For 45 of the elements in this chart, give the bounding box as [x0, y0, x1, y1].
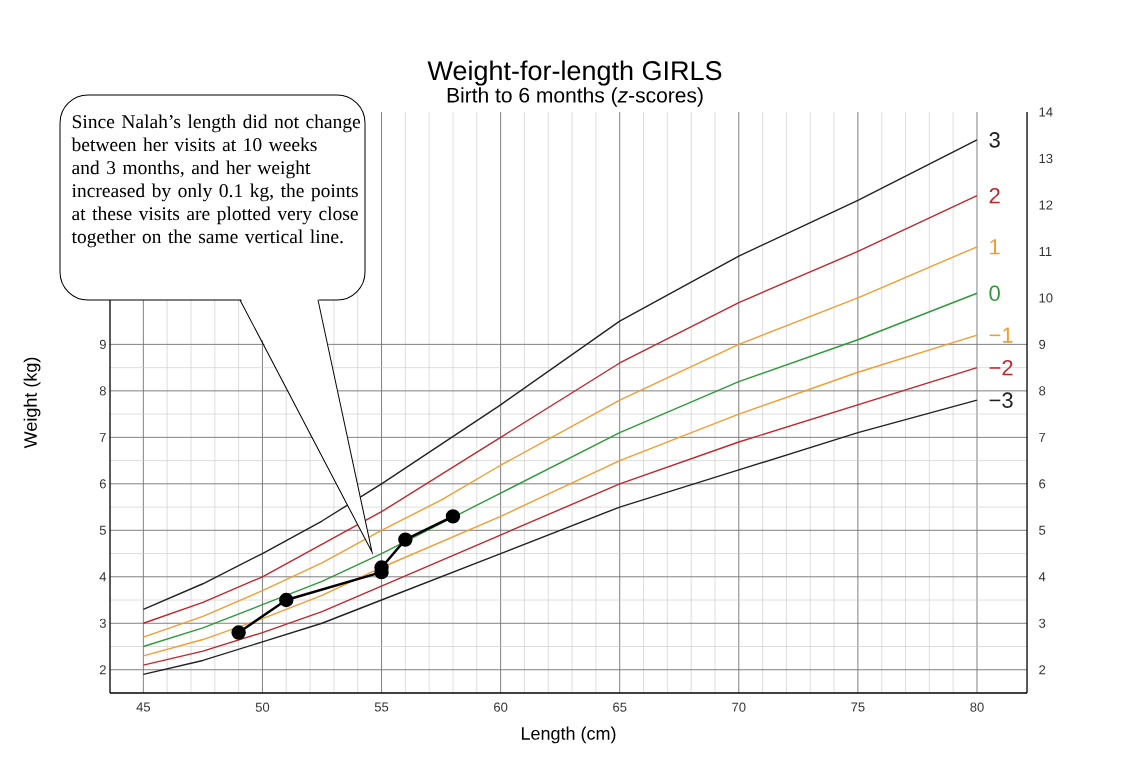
- x-tick-label: 50: [255, 702, 270, 712]
- y2-tick-label: 9: [1039, 339, 1046, 349]
- series-label: 3: [989, 132, 1000, 148]
- series-label: 1: [990, 239, 1000, 255]
- y2-tick-label: 10: [1039, 293, 1053, 303]
- y2-tick-label: 11: [1039, 246, 1052, 256]
- y-tick-label: 5: [99, 525, 106, 535]
- y-tick-label: 6: [99, 479, 106, 489]
- series-label: 2: [989, 187, 1000, 204]
- y-tick-label: 2: [99, 665, 106, 675]
- y-tick-label: 8: [99, 386, 106, 396]
- point: [445, 509, 461, 524]
- y2-tick-label: 5: [1039, 525, 1046, 535]
- y-tick-label: 4: [99, 572, 107, 582]
- y2-tick-label: 7: [1039, 432, 1046, 442]
- y2-tick-label: 2: [1039, 665, 1046, 675]
- series-label: −1: [989, 327, 1013, 343]
- chart-title: Weight-for-length GIRLS: [427, 60, 722, 86]
- x-tick-label: 75: [851, 702, 865, 712]
- series-label: 0: [989, 285, 1000, 302]
- point: [398, 532, 413, 547]
- y2-tick-label: 12: [1039, 200, 1053, 210]
- y-tick-label: 7: [99, 432, 106, 442]
- x-axis-title: Length (cm): [521, 726, 616, 744]
- y2-tick-label: 14: [1039, 107, 1053, 117]
- x-tick-label: 65: [613, 702, 627, 712]
- y2-tick-label: 13: [1039, 153, 1053, 164]
- x-tick-label: 60: [494, 702, 508, 712]
- point: [231, 625, 246, 640]
- y-tick-label: 9: [99, 339, 106, 349]
- y-tick-label: 3: [99, 618, 106, 628]
- x-tick-label: 55: [374, 702, 389, 712]
- annotation: Since Nalah’s length did not change between her visits at 10 weeks and 3 months, and her weight increased by only 0.1 kg, the points at these visits are plotted very close together on the same vertical line.: [71, 114, 361, 248]
- y-axis-title: Weight (kg): [23, 357, 41, 449]
- x-tick-label: 45: [136, 702, 151, 712]
- y2-tick-label: 3: [1039, 618, 1046, 628]
- series-label: −2: [989, 359, 1013, 376]
- y2-tick-label: 4: [1038, 572, 1046, 582]
- point: [279, 592, 294, 608]
- x-tick-label: 80: [970, 702, 984, 712]
- chart-subtitle: Birth to 6 months (z-scores): [447, 87, 703, 107]
- x-tick-label: 70: [732, 702, 746, 712]
- y2-tick-label: 8: [1039, 386, 1046, 396]
- y2-tick-label: 6: [1039, 479, 1046, 489]
- series-label: −3: [989, 392, 1013, 408]
